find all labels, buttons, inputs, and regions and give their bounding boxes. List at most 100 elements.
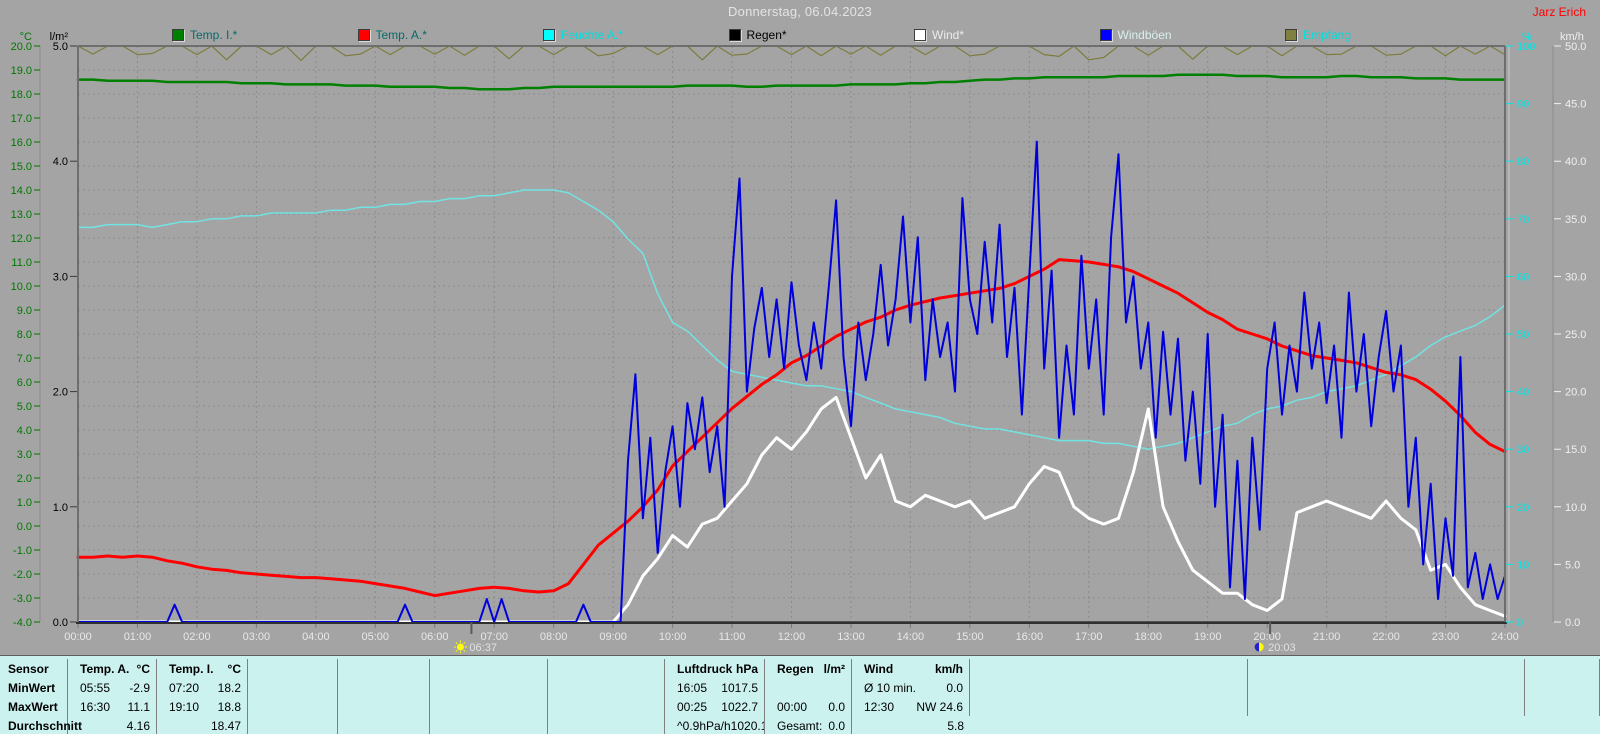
table-cell: 18.47 [157,716,248,734]
svg-text:40.0: 40.0 [1565,156,1586,168]
svg-text:12:00: 12:00 [778,631,806,643]
legend-swatch-icon [1285,29,1297,41]
table-cell [248,697,338,716]
legend-swatch-icon [914,29,926,41]
svg-text:9.0: 9.0 [17,305,32,317]
svg-text:8.0: 8.0 [17,329,32,341]
table-cell [248,678,338,697]
cell-value: 0.0 [828,699,845,714]
table-cell [548,716,665,734]
legend-swatch-icon [357,29,370,41]
cell-time: Wind [864,661,894,676]
cell-time: Luftdruck [677,661,733,676]
svg-text:35.0: 35.0 [1565,214,1586,226]
cell-value: 0.0 [946,680,963,695]
svg-text:45.0: 45.0 [1565,99,1586,111]
table-cell [1525,716,1600,734]
cell-time: 16:30 [80,699,111,714]
legend-item-wind: Wind* [914,28,964,42]
svg-text:100: 100 [1517,41,1535,53]
svg-text:11.0: 11.0 [11,257,32,269]
svg-text:15.0: 15.0 [11,161,32,173]
svg-text:0: 0 [1517,617,1523,629]
axis-unit-kmh: km/h [1560,31,1584,43]
table-cell: 19:10 18.8 [157,697,248,716]
table-cell [248,716,338,734]
table-col-header [338,659,430,678]
legend-item-windben: Windböen [1099,28,1172,42]
series-temp-i- [76,73,1507,91]
grid [78,46,1505,622]
svg-text:06:00: 06:00 [421,631,449,643]
cell-time: 05:55 [80,680,111,695]
svg-text:03:00: 03:00 [243,631,271,643]
svg-text:11:00: 11:00 [719,631,746,643]
axis-unit-lm: l/m² [50,31,69,43]
sunrise-time-label: 06:37 [469,642,497,654]
axis-unit-: % [1522,31,1532,43]
table-cell [430,697,548,716]
svg-text:30: 30 [1517,444,1529,456]
svg-text:24:00: 24:00 [1491,631,1519,643]
table-row-label: Sensor [0,659,68,678]
svg-text:20:00: 20:00 [1253,631,1281,643]
cell-time: 07:20 [169,680,200,695]
svg-text:50.0: 50.0 [1565,41,1586,53]
legend: Temp. I.* Temp. A.* Feuchte A.* Regen* Wind*… [0,28,1600,44]
table-cell: 07:20 18.2 [157,678,248,697]
svg-text:50: 50 [1517,329,1529,341]
table-cell [430,678,548,697]
moon-icon [1254,642,1260,652]
svg-text:-1.0: -1.0 [13,545,32,557]
svg-text:18.0: 18.0 [11,89,32,101]
series-empfang [77,45,1506,62]
table-col-header [1525,659,1600,678]
user-name-label: Jarz Erich [1532,5,1586,19]
legend-label: Windböen [1117,28,1172,42]
sun-icon [456,643,464,651]
table-col-header: Temp. I. °C [157,659,248,678]
sun-icon [1259,642,1264,652]
svg-text:80: 80 [1517,156,1529,168]
cell-value: 1022.7 [721,699,758,714]
table-col-header [430,659,548,678]
legend-label: Regen* [746,28,787,42]
svg-text:5.0: 5.0 [17,401,32,413]
legend-item-tempa: Temp. A.* [357,28,427,42]
table-cell: 00:25 1022.7 [665,697,765,716]
svg-text:0.0: 0.0 [1565,617,1580,629]
legend-swatch-icon [172,29,184,41]
cell-time: Gesamt: [777,718,823,733]
cell-value: NW 24.6 [916,699,963,714]
legend-label: Wind* [932,28,965,42]
table-cell [338,678,430,697]
table-cell: 05:55 -2.9 [68,678,157,697]
legend-swatch-icon [728,29,741,41]
cell-value: l/m² [823,661,845,676]
svg-text:15.0: 15.0 [1565,444,1586,456]
svg-text:10.0: 10.0 [11,281,32,293]
svg-text:3.0: 3.0 [53,271,68,283]
cell-value: 1017.5 [721,680,758,695]
svg-text:10:00: 10:00 [659,631,687,643]
legend-item-tempi: Temp. I.* [172,28,237,42]
table-cell [765,678,852,697]
cell-time: Temp. A. [80,661,130,676]
axis-rain: 5.0 4.0 3.0 2.0 1.0 0.0 [53,41,77,629]
svg-text:18:00: 18:00 [1134,631,1162,643]
cell-value: 18.47 [210,718,241,733]
svg-text:13:00: 13:00 [837,631,865,643]
table-cell [970,697,1248,716]
svg-text:07:00: 07:00 [480,631,508,643]
cell-value: 4.16 [126,718,150,733]
svg-text:1.0: 1.0 [53,502,68,514]
table-cell [548,678,665,697]
svg-text:08:00: 08:00 [540,631,568,643]
svg-text:02:00: 02:00 [183,631,211,643]
cell-time: 00:00 [777,699,808,714]
cell-time: Temp. I. [169,661,214,676]
table-cell: ^0.9hPa/h 1020.1 [665,716,765,734]
legend-label: Temp. A.* [375,28,427,42]
cell-value: °C [227,661,241,676]
